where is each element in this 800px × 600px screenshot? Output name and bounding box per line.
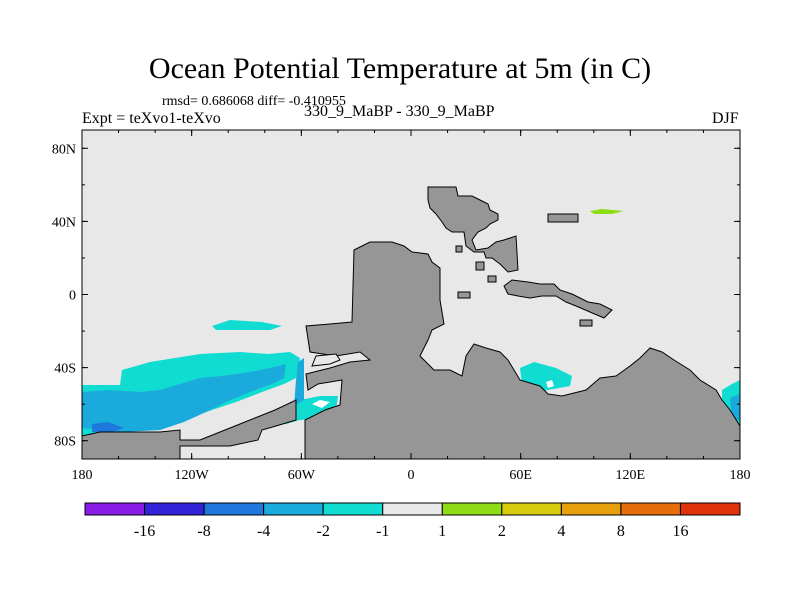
colorbar-label: -8 bbox=[197, 523, 210, 540]
colorbar-swatch bbox=[263, 502, 324, 516]
colorbar-label: -1 bbox=[376, 523, 389, 540]
colorbar-swatch bbox=[679, 502, 741, 516]
colorbar-label: 8 bbox=[617, 523, 625, 540]
anomaly-inner-white bbox=[312, 400, 330, 408]
land-island-small-3 bbox=[457, 291, 471, 299]
colorbar-swatch bbox=[560, 502, 622, 516]
inland-sea bbox=[311, 353, 341, 367]
land-island-small-5 bbox=[475, 261, 485, 271]
colorbar-swatch bbox=[203, 502, 265, 516]
stats-line: rmsd= 0.686068 diff= -0.410955 bbox=[162, 94, 346, 109]
land-island-small-2 bbox=[487, 275, 497, 283]
anomaly-layer bbox=[82, 209, 740, 436]
anomaly-white-dot bbox=[546, 380, 554, 388]
colorbar-label: -2 bbox=[317, 523, 330, 540]
case-label: 330_9_MaBP - 330_9_MaBP bbox=[304, 103, 495, 120]
land-layer bbox=[81, 186, 741, 460]
land-island-north bbox=[547, 213, 579, 223]
colorbar-swatch bbox=[322, 502, 384, 516]
colorbar-swatch bbox=[620, 502, 681, 516]
chart-title: Ocean Potential Temperature at 5m (in C) bbox=[148, 52, 652, 85]
y-tick-label: 40S bbox=[54, 362, 76, 377]
season-label: DJF bbox=[712, 110, 739, 127]
x-tick-label: 60W bbox=[288, 468, 316, 483]
anomaly-north-pacific-warm bbox=[590, 209, 624, 214]
x-tick-label: 120E bbox=[616, 468, 646, 483]
anomaly-south-pacific-blue bbox=[82, 364, 286, 432]
experiment-label: Expt = teXvo1-teXvo bbox=[82, 110, 221, 127]
land-maritime-continent bbox=[503, 279, 613, 319]
x-tick-label: 180 bbox=[730, 468, 751, 483]
y-tick-label: 80S bbox=[54, 435, 76, 450]
colorbar-swatch bbox=[441, 502, 503, 516]
land-island-small-4 bbox=[579, 319, 593, 327]
x-tick-label: 180 bbox=[72, 468, 93, 483]
anomaly-channel bbox=[294, 358, 304, 406]
land-main-continent bbox=[81, 241, 741, 460]
tick-layer bbox=[81, 130, 741, 459]
colorbar-swatch bbox=[501, 502, 562, 516]
colorbar-label: 1 bbox=[438, 523, 446, 540]
colorbar-label: -4 bbox=[257, 523, 270, 540]
colorbar-labels: -16 -8 -4 -2 -1 1 2 4 8 16 bbox=[134, 523, 689, 540]
tick-label-layer: 180 120W 60W 0 60E 120E 180 80N 40N 0 40S 80S bbox=[52, 142, 751, 483]
x-tick-label: 60E bbox=[509, 468, 532, 483]
colorbar-label: 4 bbox=[557, 523, 565, 540]
colorbar-swatch bbox=[84, 502, 146, 516]
anomaly-equatorial-band bbox=[212, 320, 282, 330]
colorbar-swatch bbox=[382, 502, 443, 516]
y-tick-label: 0 bbox=[69, 289, 76, 304]
x-tick-label: 0 bbox=[408, 468, 415, 483]
anomaly-south-pacific-deep bbox=[92, 422, 124, 432]
colorbar-swatch bbox=[144, 502, 205, 516]
y-tick-label: 80N bbox=[52, 142, 76, 157]
land-island-small-1 bbox=[455, 245, 463, 253]
colorbar-label: 2 bbox=[498, 523, 506, 540]
y-tick-label: 40N bbox=[52, 215, 76, 230]
colorbar-label: 16 bbox=[672, 523, 688, 540]
colorbar bbox=[84, 502, 741, 516]
colorbar-label: -16 bbox=[134, 523, 155, 540]
land-eurasia bbox=[427, 186, 519, 273]
x-tick-label: 120W bbox=[175, 468, 210, 483]
